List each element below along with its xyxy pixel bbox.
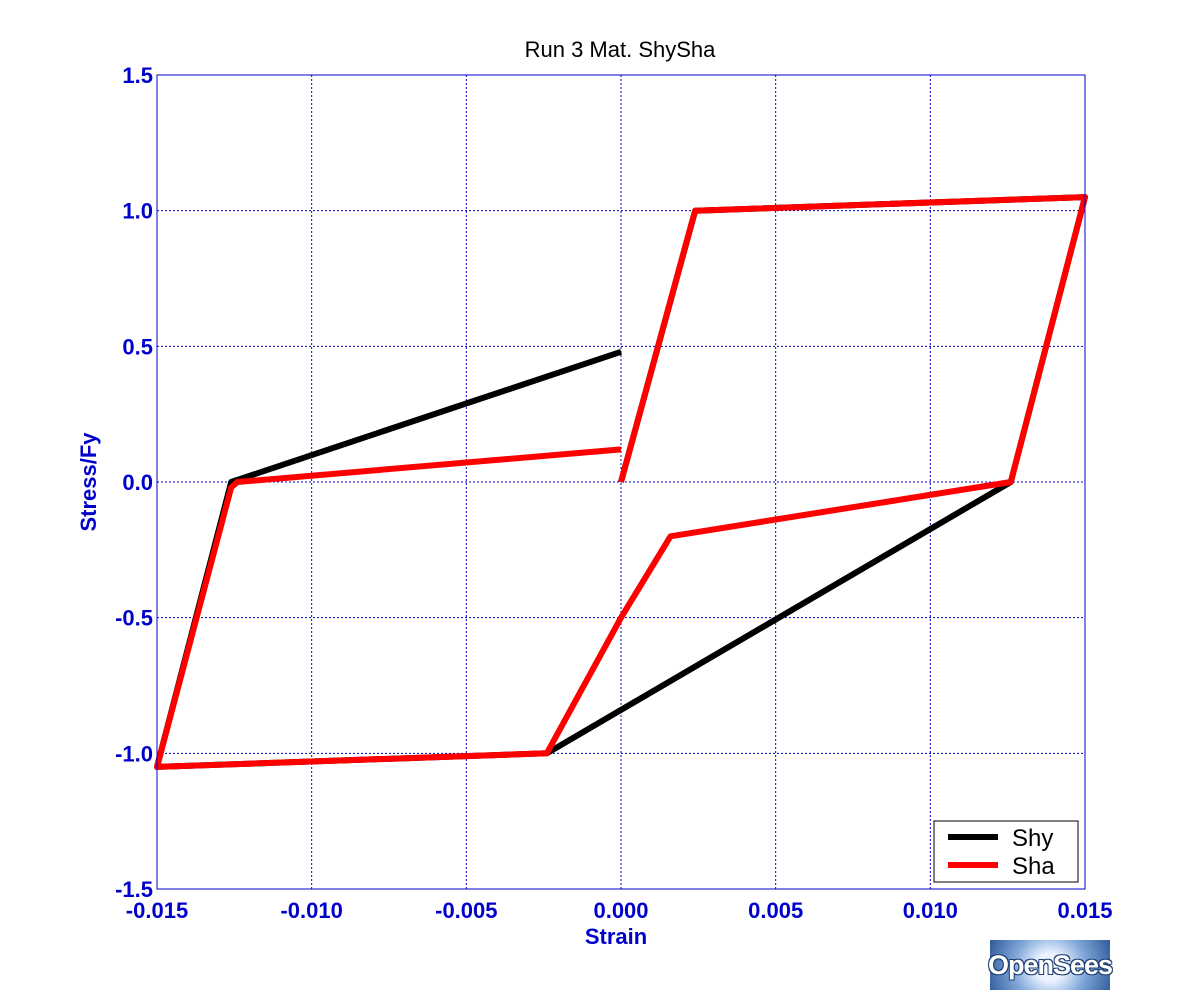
x-tick-label: 0.015 — [1057, 898, 1112, 923]
plot-frame — [156, 74, 1086, 890]
y-axis-title: Stress/Fy — [76, 432, 101, 532]
tick-layer: -0.015 -0.010 -0.005 0.000 0.005 0.010 0.015 -1… — [115, 63, 1112, 923]
x-tick-label: -0.005 — [435, 898, 497, 923]
opensees-logo: OpenSees — [987, 940, 1113, 990]
series-line-sha — [154, 194, 1088, 770]
y-tick-label: 0.0 — [122, 470, 153, 495]
legend: Shy Sha — [933, 820, 1079, 883]
logo-text: OpenSees — [987, 949, 1113, 980]
x-tick-label: -0.010 — [280, 898, 342, 923]
x-tick-label: -0.015 — [126, 898, 188, 923]
x-tick-label: 0.000 — [593, 898, 648, 923]
y-tick-label: 1.5 — [122, 63, 153, 88]
y-tick-label: 0.5 — [122, 334, 153, 359]
x-axis-title: Strain — [585, 924, 647, 949]
legend-label-sha: Sha — [1012, 853, 1055, 880]
y-tick-label: -0.5 — [115, 606, 153, 631]
legend-box — [933, 820, 1079, 883]
series-layer — [154, 194, 1088, 770]
chart-title: Run 3 Mat. ShySha — [525, 37, 717, 62]
legend-label-shy: Shy — [1012, 825, 1053, 852]
x-tick-label: 0.005 — [748, 898, 803, 923]
x-tick-label: 0.010 — [903, 898, 958, 923]
y-tick-label: 1.0 — [122, 199, 153, 224]
y-tick-label: -1.5 — [115, 877, 153, 902]
y-tick-label: -1.0 — [115, 741, 153, 766]
